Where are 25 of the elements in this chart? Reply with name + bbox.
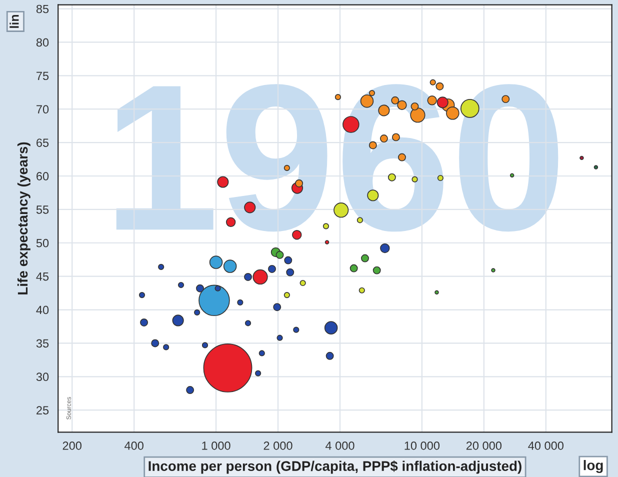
x-tick-label: 4 000 [325,442,354,450]
y-tick-label: 50 [36,238,49,248]
y-tick-label: 25 [36,406,49,414]
x-tick-label: 40 000 [528,442,564,450]
x-tick-label: 200 [62,442,82,450]
y-tick-label: 55 [36,206,49,214]
y-tick-label: 45 [36,272,49,281]
text: lin [10,14,19,28]
y-tick-label: 60 [36,172,49,180]
x-tick-label: 10 000 [404,442,440,450]
x-tick-label: 20 000 [466,442,502,450]
x-axis-title: Income per person (GDP/capita, PPP$ inflation-adjusted) [148,460,522,474]
y-tick-label: 80 [36,38,49,47]
y-axis-title: Life expectancy (years) [17,142,30,294]
y-tick-label: 75 [36,72,49,80]
y-tick-label: 30 [36,372,49,382]
x-tick-label: 400 [124,442,144,450]
y-tick-label: 40 [36,306,49,314]
y-tick-label: 65 [36,138,49,147]
y-tick-label: 70 [36,105,49,114]
x-tick-label: 2 000 [264,442,292,450]
text: log [584,460,603,474]
x-tick-label: 1 000 [202,442,230,450]
y-tick-label: 85 [36,4,49,14]
y-tick-label: 35 [36,339,49,348]
